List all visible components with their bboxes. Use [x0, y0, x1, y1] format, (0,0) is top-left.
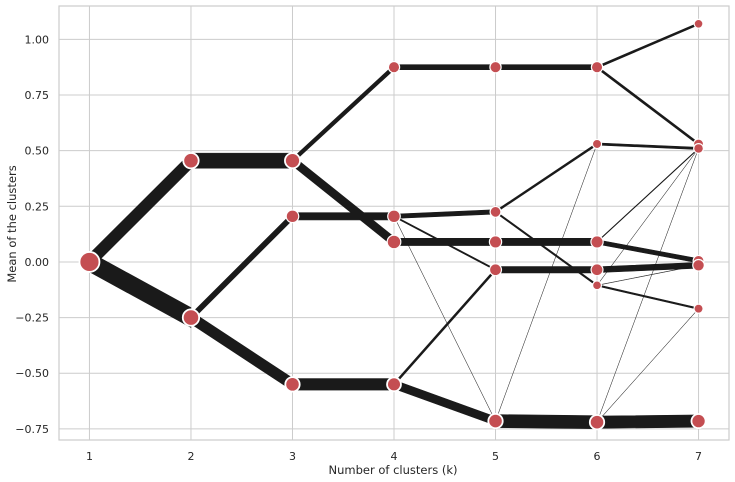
tree-edge — [495, 143, 598, 422]
x-tick-label: 1 — [86, 450, 93, 463]
cluster-node — [590, 235, 604, 249]
cluster-node — [588, 414, 606, 431]
cluster-node — [489, 205, 502, 218]
cluster-nodes — [78, 18, 707, 431]
cluster-node — [693, 303, 704, 314]
cluster-node — [690, 413, 707, 430]
tree-edge — [596, 148, 699, 423]
cluster-node — [387, 209, 401, 224]
cluster-node — [182, 152, 200, 170]
tree-edge — [393, 238, 496, 246]
x-tick-label: 7 — [695, 450, 702, 463]
x-tick-label: 6 — [594, 450, 601, 463]
tree-edge — [89, 251, 192, 328]
cluster-node — [489, 60, 502, 74]
tree-edge — [596, 262, 699, 273]
y-tick-label: 0.50 — [25, 145, 50, 158]
cluster-node — [693, 18, 704, 29]
cluster-node — [692, 258, 705, 272]
tick-labels: 1 2 3 4 5 6 7 −0.75 −0.50 −0.25 0.00 0.25 0.50 0.75 1.… — [15, 33, 702, 463]
y-tick-label: 0.00 — [25, 256, 50, 269]
y-tick-label: 0.25 — [25, 200, 50, 213]
cluster-node — [590, 263, 604, 277]
y-tick-label: 0.75 — [25, 89, 50, 102]
tree-edge — [495, 414, 598, 429]
tree-edge — [495, 266, 598, 274]
y-tick-label: 1.00 — [25, 33, 50, 46]
y-tick-label: −0.75 — [15, 423, 49, 436]
tree-edge — [596, 142, 699, 150]
tree-edge — [393, 267, 496, 387]
tree-edge — [89, 152, 192, 271]
tree-edge — [292, 155, 395, 248]
tree-edge — [292, 378, 395, 391]
tree-edge — [292, 64, 395, 164]
cluster-node — [590, 60, 604, 74]
tree-edge — [596, 22, 699, 69]
x-axis-label: Number of clusters (k) — [329, 463, 458, 477]
tree-edge — [190, 152, 293, 169]
tree-edge — [495, 142, 598, 214]
cluster-node — [284, 152, 301, 170]
y-tick-label: −0.25 — [15, 312, 49, 325]
cluster-node — [284, 376, 301, 393]
tree-edge — [393, 379, 496, 426]
y-tick-label: −0.50 — [15, 367, 49, 380]
plot-border — [58, 5, 730, 441]
cluster-node — [488, 235, 503, 249]
tree-edge — [393, 64, 496, 71]
cluster-node — [78, 251, 101, 273]
cluster-node — [487, 412, 504, 430]
y-axis-label: Mean of the clusters — [5, 165, 19, 282]
tree-edge — [596, 239, 699, 264]
cluster-node — [285, 209, 300, 224]
tree-edge — [495, 210, 598, 287]
x-tick-label: 3 — [289, 450, 296, 463]
tree-edge — [495, 238, 598, 246]
cluster-node — [592, 280, 603, 291]
tree-edge — [596, 414, 699, 429]
cluster-node — [591, 138, 603, 150]
cluster-node — [181, 308, 201, 327]
cluster-node — [488, 263, 503, 277]
tree-edge — [292, 212, 395, 221]
x-tick-label: 5 — [492, 450, 499, 463]
tree-edge — [596, 65, 699, 146]
cluster-node — [386, 376, 402, 393]
cluster-node — [693, 142, 704, 154]
plot-frame — [58, 5, 730, 441]
cluster-node — [386, 234, 402, 250]
x-tick-label: 2 — [187, 450, 194, 463]
cluster-node — [387, 60, 401, 74]
tree-edge — [495, 64, 598, 71]
grid-lines — [59, 6, 729, 440]
x-tick-label: 4 — [391, 450, 398, 463]
tree-edge — [596, 284, 699, 310]
tree-edge — [596, 308, 699, 423]
tree-edge — [190, 310, 293, 391]
tree-edge — [393, 209, 496, 219]
tree-edge — [190, 212, 293, 322]
tree-edge — [596, 147, 699, 243]
